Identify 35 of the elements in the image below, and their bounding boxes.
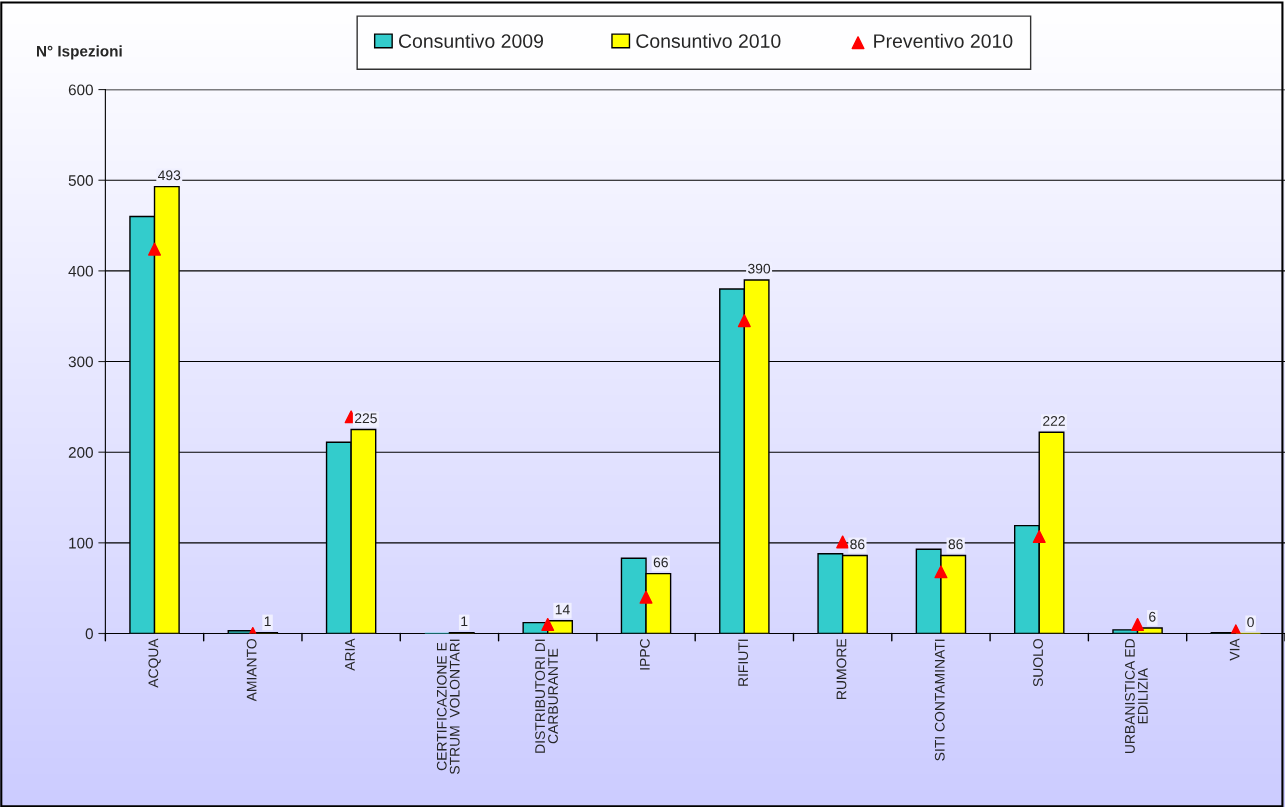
data-label: 225 [354,413,377,424]
data-label: 86 [850,539,865,550]
y-tick-label: 100 [69,537,93,549]
x-tick-label: VIA [1229,638,1240,661]
y-axis-title: N° Ispezioni [37,45,122,60]
x-tick-label: ARIA [345,638,355,671]
data-label: 14 [555,604,570,615]
data-label: 390 [748,263,771,274]
x-tick-label: AMIANTO [246,639,257,702]
x-tick-label: SITI CONTAMINATI [934,639,945,761]
data-label: 86 [948,539,963,550]
data-label: 66 [653,557,668,568]
data-label: 6 [1149,611,1156,622]
x-tick-label: ACQUA [148,638,161,688]
x-tick-label: URBANISTICA ED EDILIZIA [1124,639,1148,754]
data-label: 1 [264,616,271,627]
y-tick-label: 500 [68,175,93,186]
x-tick-label: RIFIUTI [738,639,749,686]
x-tick-label: CERTIFICAZIONE E STRUM VOLONTARI [436,639,460,775]
y-tick-label: 200 [68,447,93,458]
y-tick-label: 600 [68,84,93,96]
x-tick-label: SUOLO [1033,639,1043,687]
y-tick-label: 400 [68,265,93,277]
data-label: 0 [1247,617,1254,628]
legend-label: Consuntivo 2010 [636,33,781,48]
data-label: 493 [158,170,181,181]
data-label: 1 [461,616,468,627]
legend-label: Consuntivo 2009 [398,33,544,48]
x-tick-label: RUMORE [836,638,847,699]
x-tick-label: DISTRIBUTORI DI CARBURANTE [535,639,558,753]
legend-label: Preventivo 2010 [874,33,1013,48]
x-tick-label: IPPC [639,638,650,670]
y-tick-label: 300 [68,356,93,368]
y-tick-label: 0 [85,628,93,640]
data-label: 222 [1043,416,1065,426]
